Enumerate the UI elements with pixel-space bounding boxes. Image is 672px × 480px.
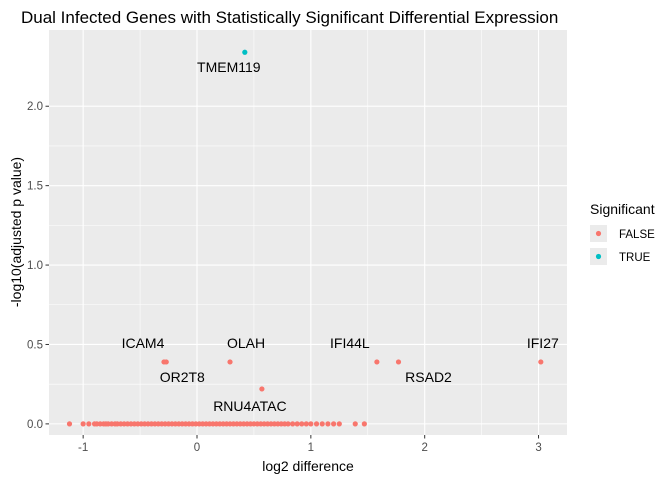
data-point-false [303,421,309,427]
point-label: TMEM119 [197,59,261,75]
x-tick-label: 2 [421,442,427,454]
data-point-false [331,421,337,427]
legend-label-false: FALSE [619,229,655,241]
data-point-false [361,421,367,427]
data-point-false [66,421,73,427]
y-tick-label: 0.0 [27,419,43,431]
data-point-false [319,421,325,427]
y-tick-label: 2.0 [27,101,43,113]
data-point-false [299,421,305,427]
data-point-false [294,421,300,427]
data-point-false [80,421,86,427]
data-points [66,49,544,427]
legend: Significant FALSE TRUE [590,201,655,265]
data-point-false [227,359,233,365]
data-point-false [313,421,320,427]
chart-title: Dual Infected Genes with Statistically S… [21,8,558,27]
legend-marker-false [595,230,602,237]
data-point-false [374,359,380,365]
data-point-false [336,421,342,427]
data-point-false [285,421,291,427]
point-label: IFI27 [527,335,559,351]
point-label: RNU4ATAC [213,398,286,414]
legend-label-true: TRUE [619,252,651,264]
point-label: OR2T8 [160,369,205,385]
data-point-false [308,421,314,427]
point-label: IFI44L [330,335,370,351]
point-label: OLAH [227,335,265,351]
data-point-true [242,49,248,55]
y-axis-title: -log10(adjusted p value) [8,157,24,307]
point-labels: ICAM4 OR2T8 OLAH RNU4ATAC IFI44L RSAD2 IFI27 TM… [122,59,559,414]
y-tick-label: 1.5 [27,181,43,193]
plot-panel [49,30,567,435]
x-axis-title: log2 difference [262,458,354,474]
data-point-false [86,421,92,427]
data-point-false [538,359,544,365]
data-point-false [352,421,358,427]
point-label: ICAM4 [122,335,165,351]
data-point-false [325,421,331,427]
x-tick-label: 3 [535,442,541,454]
x-tick-label: 0 [194,442,200,454]
x-tick-label: 1 [308,442,314,454]
y-axis-ticks: 0.0 0.5 1.0 1.5 2.0 [27,101,49,431]
data-point-false [163,359,169,365]
x-tick-label: -1 [78,442,88,454]
data-point-false [259,386,265,392]
y-tick-label: 1.0 [27,260,43,272]
data-point-false [290,421,296,427]
y-tick-label: 0.5 [27,339,43,351]
point-label: RSAD2 [405,369,452,385]
legend-title: Significant [590,201,655,217]
data-point-false [395,359,402,365]
x-axis-ticks: -1 0 1 2 3 [78,435,542,454]
legend-marker-true [595,253,602,260]
